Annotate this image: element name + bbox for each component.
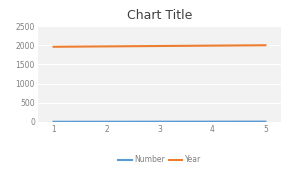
- Line: Year: Year: [54, 45, 265, 47]
- Title: Chart Title: Chart Title: [127, 9, 192, 22]
- Number: [211, 121, 214, 123]
- Year: [264, 44, 267, 46]
- Year: [158, 45, 161, 47]
- Legend: Number, Year: Number, Year: [115, 152, 204, 168]
- Number: [158, 121, 161, 123]
- Year: [211, 45, 214, 47]
- Year: [105, 45, 108, 48]
- Number: [52, 121, 55, 123]
- Number: [264, 121, 267, 123]
- Number: [105, 121, 108, 123]
- Year: [52, 46, 55, 48]
